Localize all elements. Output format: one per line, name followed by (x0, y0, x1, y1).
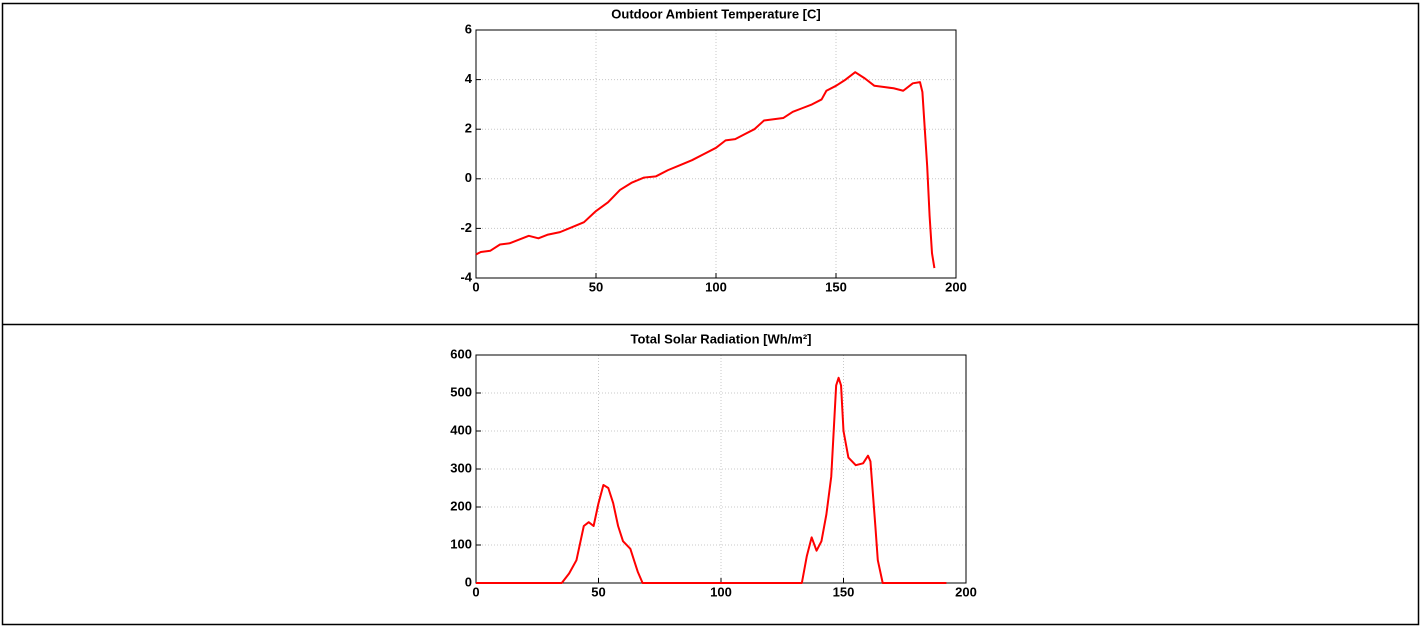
figure-background (430, 5, 985, 305)
x-tick-label: 100 (705, 279, 727, 294)
x-tick-label: 150 (833, 584, 855, 599)
data-line (476, 376, 947, 584)
y-tick-label: 2 (465, 121, 472, 136)
x-tick-label: 200 (955, 584, 977, 599)
chart-title: Outdoor Ambient Temperature [C] (611, 6, 820, 21)
y-tick-label: 600 (450, 346, 472, 361)
x-tick-label: 50 (591, 584, 605, 599)
x-tick-label: 200 (945, 279, 967, 294)
x-tick-label: 100 (710, 584, 732, 599)
plot-frame (475, 29, 957, 279)
chart-title: Total Solar Radiation [Wh/m²] (630, 331, 811, 346)
y-tick-label: 4 (465, 71, 473, 86)
y-tick-label: -2 (460, 220, 472, 235)
y-tick-label: 400 (450, 422, 472, 437)
figure-background (430, 327, 990, 607)
x-tick-label: 150 (825, 279, 847, 294)
y-tick-label: 6 (465, 21, 472, 36)
x-tick-label: 50 (589, 279, 603, 294)
y-tick-label: 100 (450, 536, 472, 551)
y-tick-label: 0 (465, 170, 472, 185)
x-tick-label: 0 (472, 279, 479, 294)
x-tick-label: 0 (472, 584, 479, 599)
y-tick-label: -4 (460, 269, 472, 284)
data-line (475, 71, 936, 269)
y-tick-label: 200 (450, 498, 472, 513)
y-tick-label: 0 (465, 574, 472, 589)
y-tick-label: 500 (450, 384, 472, 399)
y-tick-label: 300 (450, 460, 472, 475)
